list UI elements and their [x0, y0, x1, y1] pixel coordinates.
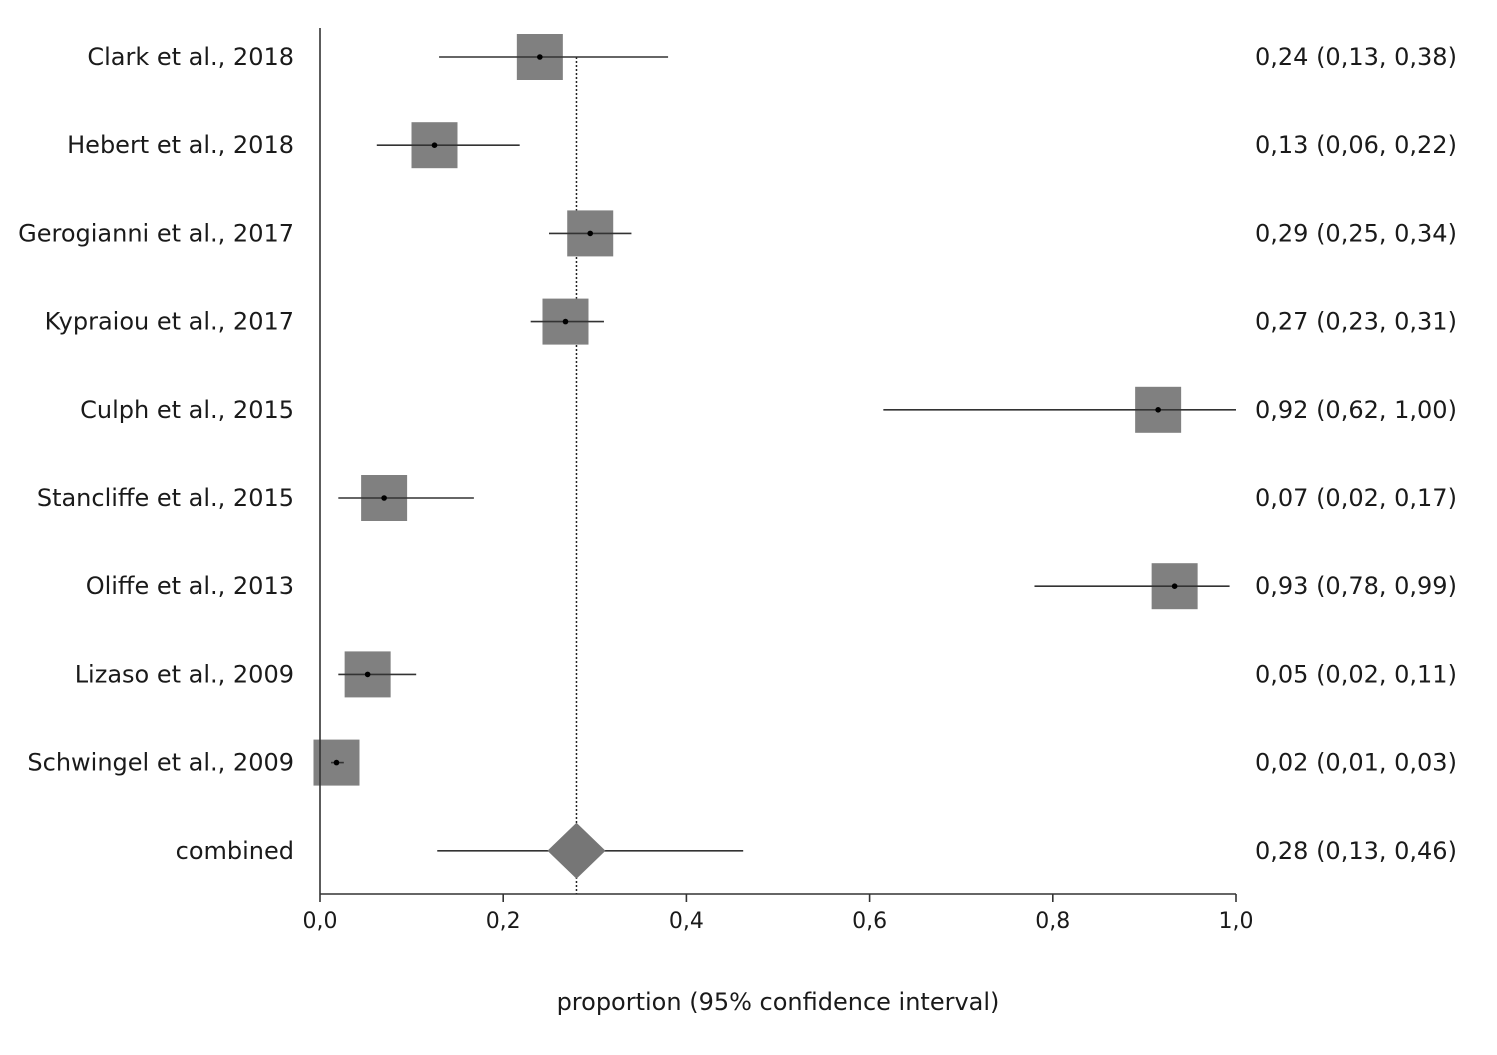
study-ci-text: 0,02 (0,01, 0,03)	[1255, 749, 1457, 777]
study-ci-text: 0,07 (0,02, 0,17)	[1255, 484, 1457, 512]
study-point-estimate	[562, 318, 569, 325]
x-tick-label: 0,8	[1035, 909, 1070, 934]
study-row: Clark et al., 2018 0,24 (0,13, 0,38)	[87, 34, 1457, 80]
study-rows: Clark et al., 2018 0,24 (0,13, 0,38) Heber…	[18, 34, 1457, 879]
study-row: Stancliffe et al., 2015 0,07 (0,02, 0,17)	[37, 475, 1457, 521]
study-point-estimate	[431, 142, 438, 148]
study-point-estimate	[1171, 583, 1178, 589]
study-point-estimate	[333, 759, 340, 766]
study-ci-text: 0,13 (0,06, 0,22)	[1255, 131, 1457, 159]
study-label: Kypraiou et al., 2017	[45, 308, 294, 336]
study-row: Gerogianni et al., 2017 0,29 (0,25, 0,34)	[18, 210, 1457, 257]
axes-group: 0,0 0,2 0,4 0,6 0,8 1,0	[303, 28, 1254, 934]
study-ci-text: 0,27 (0,23, 0,31)	[1255, 308, 1457, 336]
x-tick-label: 0,6	[852, 909, 887, 934]
study-row: Oliffe et al., 2013 0,93 (0,78, 0,99)	[86, 563, 1457, 610]
study-label: Lizaso et al., 2009	[75, 660, 294, 688]
study-row: Schwingel et al., 2009 0,02 (0,01, 0,03)	[27, 739, 1457, 786]
study-point-estimate	[364, 671, 371, 678]
study-label: Culph et al., 2015	[80, 396, 294, 424]
study-point-estimate	[381, 495, 387, 501]
combined-row: combined 0,28 (0,13, 0,46)	[176, 822, 1457, 879]
study-row: Culph et al., 2015 0,92 (0,62, 1,00)	[80, 386, 1457, 433]
study-label: Gerogianni et al., 2017	[18, 219, 294, 247]
study-ci-text: 0,29 (0,25, 0,34)	[1255, 219, 1457, 247]
x-tick-label: 0,0	[303, 909, 338, 934]
combined-ci-text: 0,28 (0,13, 0,46)	[1255, 837, 1457, 865]
x-tick-label: 1,0	[1219, 909, 1254, 934]
study-ci-text: 0,24 (0,13, 0,38)	[1255, 43, 1457, 71]
x-tick-label: 0,4	[669, 909, 704, 934]
study-label: Schwingel et al., 2009	[27, 749, 294, 777]
study-label: Oliffe et al., 2013	[86, 572, 294, 600]
study-ci-text: 0,05 (0,02, 0,11)	[1255, 660, 1457, 688]
study-point-estimate	[537, 54, 543, 60]
x-tick-label: 0,2	[486, 909, 521, 934]
study-label: Clark et al., 2018	[87, 43, 294, 71]
study-ci-text: 0,93 (0,78, 0,99)	[1255, 572, 1457, 600]
study-ci-text: 0,92 (0,62, 1,00)	[1255, 396, 1457, 424]
study-row: Kypraiou et al., 2017 0,27 (0,23, 0,31)	[45, 298, 1457, 345]
combined-label: combined	[176, 837, 294, 865]
study-label: Hebert et al., 2018	[67, 131, 294, 159]
study-point-estimate	[1155, 407, 1161, 413]
combined-diamond	[547, 822, 606, 879]
x-axis-title: proportion (95% confidence interval)	[557, 988, 1000, 1016]
study-row: Hebert et al., 2018 0,13 (0,06, 0,22)	[67, 122, 1457, 169]
study-row: Lizaso et al., 2009 0,05 (0,02, 0,11)	[75, 651, 1457, 698]
study-point-estimate	[587, 230, 594, 237]
study-label: Stancliffe et al., 2015	[37, 484, 294, 512]
